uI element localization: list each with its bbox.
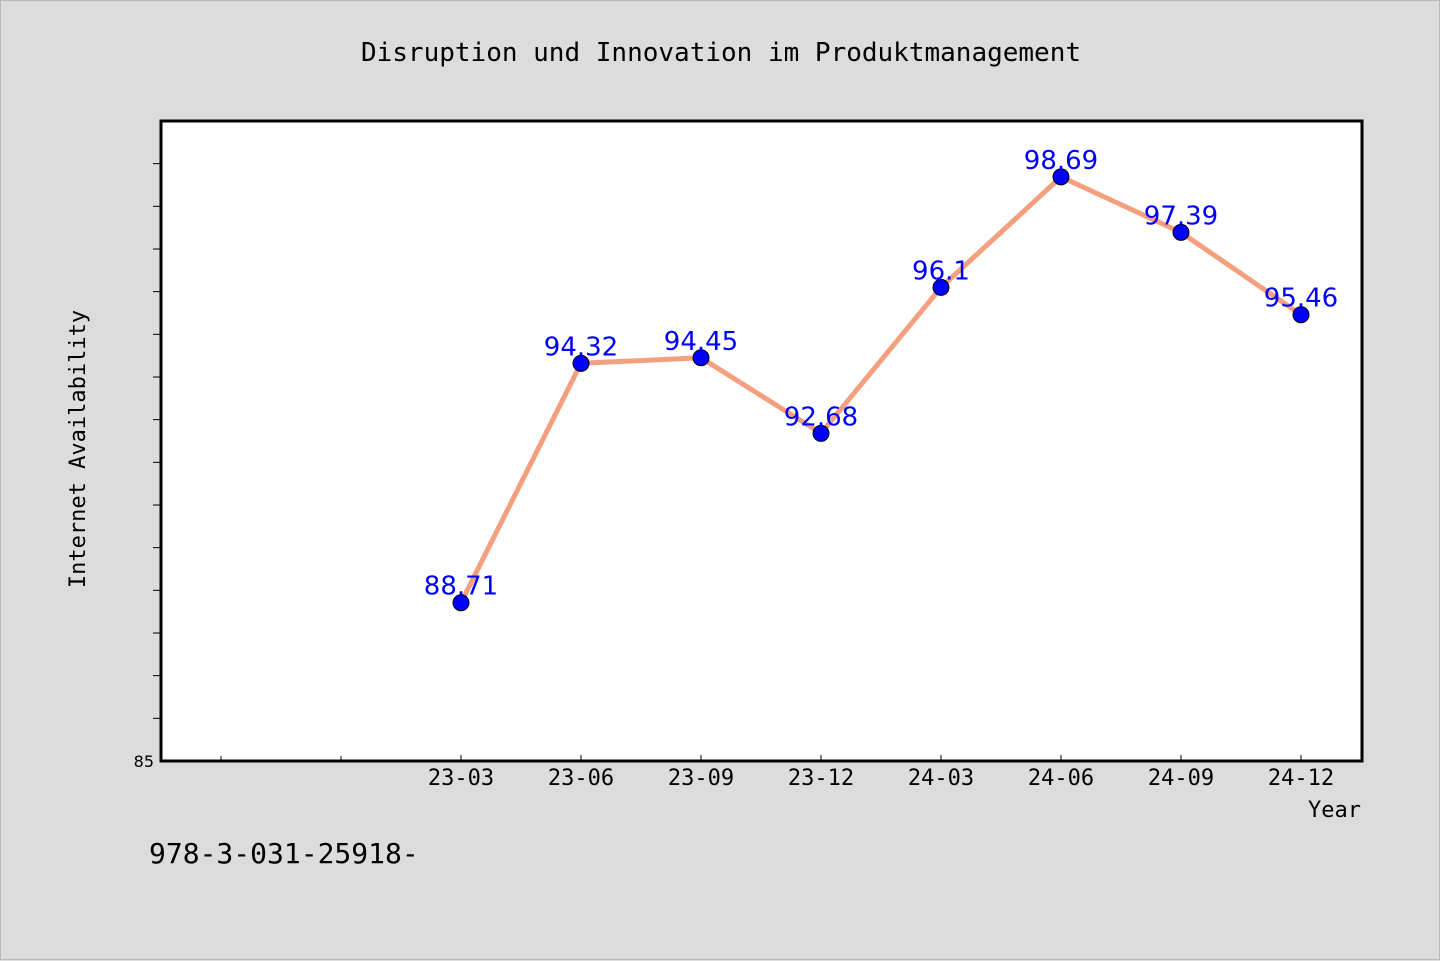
data-label: 95.46 [1264, 284, 1338, 314]
chart-title: Disruption und Innovation im Produktmana… [361, 38, 1081, 68]
series-line [458, 174, 1304, 606]
x-tick-label: 24-09 [1148, 766, 1214, 791]
x-tick-label: 23-03 [428, 766, 494, 791]
data-label: 98.69 [1024, 146, 1098, 176]
y-axis-label: Internet Availability [66, 310, 91, 588]
y-axis-ticks [153, 163, 161, 719]
x-tick-label: 23-09 [668, 766, 734, 791]
data-point [932, 278, 950, 296]
data-label: 97.39 [1144, 201, 1218, 231]
x-axis-ticks: 23-03 23-06 23-09 23-12 24-03 24-06 24-09 24-12 [220, 755, 1334, 791]
data-label: 96.1 [912, 256, 970, 286]
data-point [572, 354, 590, 372]
data-point [1052, 168, 1070, 186]
isbn-footer: 978-3-031-25918- [149, 837, 419, 870]
x-tick-label: 24-03 [908, 766, 974, 791]
series-layer: 88.71 94.32 94.45 92.68 96.1 98.69 97.39 95.46 [424, 146, 1338, 612]
y-tick-label-min: 85 [134, 752, 154, 771]
plot-area [159, 119, 1364, 763]
data-label: 92.68 [784, 402, 858, 432]
data-point [812, 424, 830, 442]
data-point [1292, 306, 1310, 324]
data-label: 88.71 [424, 572, 498, 602]
data-label: 94.32 [544, 332, 618, 362]
x-tick-label: 23-06 [548, 766, 614, 791]
x-axis-label: Year [1308, 798, 1361, 823]
x-tick-label: 24-06 [1028, 766, 1094, 791]
data-point [1172, 223, 1190, 241]
x-tick-label: 23-12 [788, 766, 854, 791]
data-label: 94.45 [664, 327, 738, 357]
data-point [692, 349, 710, 367]
data-point [452, 594, 470, 612]
x-tick-label: 24-12 [1268, 766, 1334, 791]
